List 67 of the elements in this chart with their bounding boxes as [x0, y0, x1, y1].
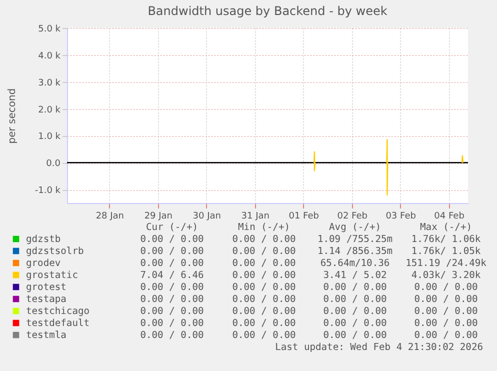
text: 0.00 / 0.00: [140, 306, 204, 317]
text: 1.14 /856.35m: [317, 246, 393, 257]
text: 1.09 /755.25m: [317, 234, 393, 245]
y-tick-label: 2.0 k: [38, 105, 62, 116]
text: 0.00 / 0.00: [140, 318, 204, 329]
text: 0.00 / 0.00: [232, 258, 296, 269]
text: 0.00 / 0.00: [414, 282, 478, 293]
x-tick-label: 30 Jan: [192, 212, 221, 222]
legend-label: grostatic: [26, 270, 78, 281]
text: 0.00 / 0.00: [323, 306, 387, 317]
x-tick-label: 29 Jan: [144, 212, 172, 222]
text: Min (-/+): [238, 222, 290, 233]
text: Max (-/+): [420, 222, 472, 233]
chart-title: Bandwidth usage by Backend - by week: [148, 4, 388, 18]
text: 65.64m/10.36: [320, 258, 390, 269]
y-tick-label: 5.0 k: [38, 24, 62, 34]
text: 0.00 / 0.00: [140, 246, 204, 257]
text: 4.03k/ 3.20k: [411, 270, 481, 281]
legend-label: grotest: [26, 282, 66, 293]
text: 0.00 / 0.00: [232, 330, 296, 341]
text: 0.00 / 0.00: [232, 294, 296, 305]
y-axis-title: per second: [6, 88, 18, 144]
text: 0.00 / 0.00: [140, 330, 204, 341]
text: 0.00 / 0.00: [414, 294, 478, 305]
text: 0.00 / 0.00: [232, 282, 296, 293]
y-tick-label: -1.0 k: [34, 186, 62, 196]
x-tick-label: 03 Feb: [386, 212, 416, 222]
text: 0.00 / 0.00: [232, 318, 296, 329]
text: Avg (-/+): [329, 222, 381, 233]
text: 0.00 / 0.00: [414, 318, 478, 329]
text: 0.00 / 0.00: [140, 234, 204, 245]
text: 7.04 / 6.46: [140, 270, 204, 281]
text: 0.00 / 0.00: [323, 294, 387, 305]
text: 0.00 / 0.00: [232, 246, 296, 257]
legend-label: testchicago: [26, 306, 90, 317]
text: 0.00 / 0.00: [323, 282, 387, 293]
text: 0.00 / 0.00: [232, 234, 296, 245]
text: Cur (-/+): [146, 222, 198, 233]
text: 0.00 / 0.00: [140, 258, 204, 269]
x-tick-label: 28 Jan: [96, 212, 124, 222]
text: 1.76k/ 1.06k: [411, 234, 481, 245]
text: 0.00 / 0.00: [140, 294, 204, 305]
y-tick-label: 3.0 k: [38, 78, 62, 88]
y-tick-label: 1.0 k: [38, 132, 62, 142]
legend-label: grodev: [26, 258, 61, 269]
legend-label: gdzstsolrb: [26, 246, 84, 257]
text: 1.76k/ 1.05k: [411, 246, 481, 257]
x-tick-label: 04 Feb: [434, 212, 465, 222]
legend-label: gdzstb: [26, 234, 61, 245]
text: Last update: Wed Feb 4 21:30:02 2026: [275, 342, 484, 353]
y-tick-label: 0.0: [46, 159, 61, 170]
y-tick-label: 4.0 k: [38, 51, 62, 62]
legend-label: testmla: [26, 330, 66, 341]
text: 0.00 / 0.00: [140, 282, 204, 293]
text: 0.00 / 0.00: [323, 318, 387, 329]
legend-label: testdefault: [26, 318, 90, 329]
text: 0.00 / 0.00: [232, 306, 296, 317]
legend-label: testapa: [26, 294, 66, 305]
x-tick-label: 01 Feb: [288, 212, 320, 222]
x-tick-label: 31 Jan: [241, 212, 270, 222]
text: 0.00 / 0.00: [414, 306, 478, 317]
x-tick-label: 02 Feb: [337, 212, 368, 222]
text: 0.00 / 0.00: [323, 330, 387, 341]
text: 3.41 / 5.02: [323, 270, 387, 281]
text: 151.19 /24.49k: [406, 258, 487, 269]
text: 0.00 / 0.00: [232, 270, 296, 281]
text: 0.00 / 0.00: [414, 330, 478, 341]
